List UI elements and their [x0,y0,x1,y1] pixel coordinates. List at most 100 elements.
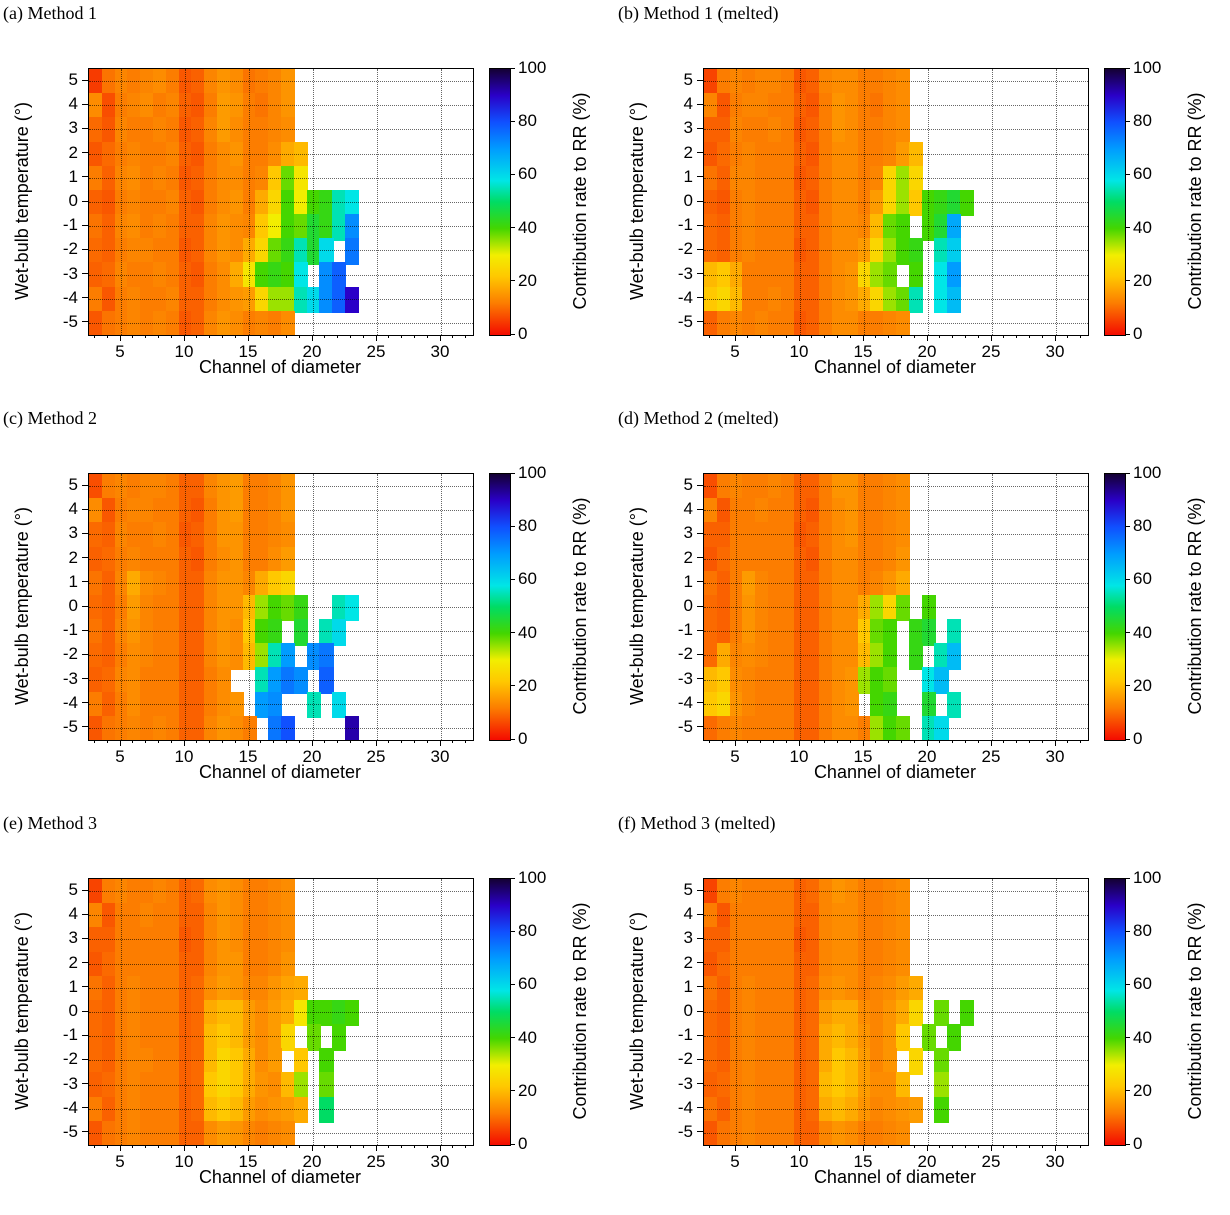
gridline-y [704,1084,1088,1086]
heatmap-cell [780,570,795,598]
heatmap-cell [716,619,731,646]
heatmap-cell [204,594,219,622]
heatmap-cell [191,879,206,906]
heatmap-cell [127,643,142,670]
heatmap-cell [908,619,923,646]
heatmap-cell [704,1096,719,1124]
heatmap-cell [281,141,296,169]
tick-mark [1126,685,1130,687]
y-tick-label: 0 [68,596,78,615]
heatmap-cell [293,594,308,622]
y-tick-label: -4 [677,692,693,712]
heatmap-cell [896,570,911,598]
colorbar [1104,68,1126,336]
heatmap-cell [140,498,155,525]
tick-mark [1126,738,1130,740]
heatmap-cell [742,999,757,1027]
colorbar-tick-label: 60 [518,974,537,994]
heatmap-cell [883,189,898,217]
heatmap-cell [229,214,244,241]
heatmap-cell [140,1096,155,1124]
heatmap-cell [229,474,244,501]
heatmap-cell [153,117,168,144]
heatmap-cell [806,69,821,96]
colorbar-tick-label: 100 [1133,868,1162,887]
heatmap-cell [819,1048,834,1075]
heatmap-cell [255,117,270,144]
gridline-y [704,486,1088,488]
heatmap-cell [780,165,795,193]
tick-mark [511,877,515,879]
colorbar-tick-label: 100 [1133,463,1162,482]
heatmap-cell [293,141,308,169]
heatmap-cell [268,141,283,169]
colorbar-tick-label: 0 [1133,1134,1143,1153]
heatmap-cell [332,214,347,241]
heatmap-cell [768,286,783,314]
y-tick-label: -3 [62,668,78,688]
heatmap-cell [716,667,731,695]
heatmap-cell [217,546,232,574]
heatmap-cell [806,570,821,598]
heatmap-cell [819,69,834,96]
heatmap-cell [934,1096,949,1124]
heatmap-cell [191,474,206,501]
heatmap-cell [268,619,283,646]
heatmap-cell [204,1072,219,1100]
heatmap-cell [819,214,834,241]
heatmap-cell [780,927,795,954]
heatmap-cell [165,570,180,598]
heatmap-cell [165,1024,180,1051]
heatmap-cell [844,999,859,1027]
colorbar-label: Contribution rate to RR (%) [1185,497,1205,715]
heatmap-cell [883,69,898,96]
heatmap-cell [268,189,283,217]
gridline-y [89,631,473,633]
y-tick-label: -2 [677,644,693,664]
heatmap-cell [229,975,244,1003]
heatmap-cell [255,1072,270,1100]
heatmap-cell [293,1048,308,1075]
tick-mark [1126,983,1130,985]
heatmap-cell [883,93,898,120]
heatmap-cell [896,165,911,193]
heatmap-cell [153,1024,168,1051]
heatmap-cell [704,594,719,622]
gridline-y [89,129,473,131]
y-tick-label: -3 [62,263,78,283]
heatmap-cell [140,117,155,144]
gridline-y [89,607,473,608]
heatmap-cell [819,951,834,979]
heatmap-cell [806,238,821,265]
heatmap-cell [883,570,898,598]
heatmap-cell [896,141,911,169]
y-tick-label: -5 [62,311,78,331]
heatmap-cell [165,546,180,574]
heatmap-cell [883,498,898,525]
colorbar-tick-label: 80 [1133,516,1152,536]
heatmap-cell [204,498,219,525]
heatmap-cell [268,474,283,501]
colorbar-tick-label: 40 [518,622,537,642]
panel-d: (d) Method 2 (melted) Wet-bulb temperatu… [615,405,1230,810]
heatmap-cell [870,286,885,314]
heatmap-cell [204,69,219,96]
heatmap-cell [191,214,206,241]
heatmap-cell [281,262,296,290]
gridline-y [704,939,1088,941]
tick-mark [1126,877,1130,879]
heatmap-cell [806,927,821,954]
gridline-y [89,582,473,584]
heatmap-cell [806,1072,821,1100]
heatmap-cell [140,975,155,1003]
heatmap-cell [229,903,244,930]
heatmap-cell [870,903,885,930]
heatmap-cell [960,999,975,1027]
y-tick-label: -2 [62,644,78,664]
heatmap-cell [204,879,219,906]
heatmap-cell [870,975,885,1003]
heatmap-cell [255,93,270,120]
heatmap-cell [716,643,731,670]
x-axis-label: Channel of diameter [813,762,977,782]
y-tick-label: 1 [683,571,693,591]
